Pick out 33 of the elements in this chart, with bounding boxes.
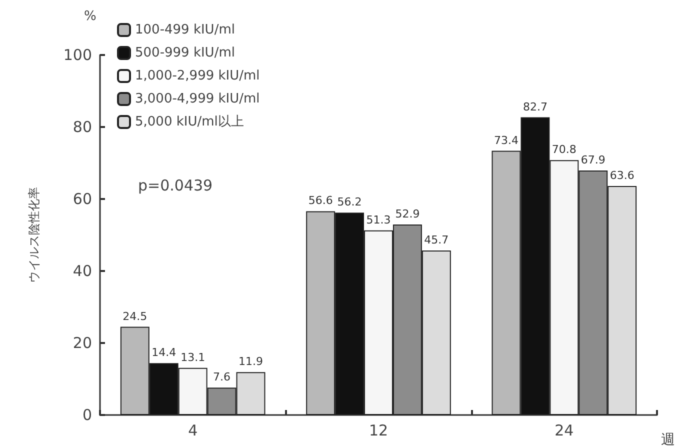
- text: %: [84, 9, 96, 24]
- data-label: 13.1: [180, 350, 206, 364]
- data-label: 70.8: [552, 143, 576, 156]
- x-tick-label: 12: [368, 422, 388, 440]
- data-label: 56.2: [337, 196, 362, 209]
- legend-label: 100-499 kIU/ml: [135, 22, 235, 38]
- data-label: 11.9: [238, 355, 264, 368]
- y-tick-label: 100: [63, 46, 92, 64]
- data-label: 45.7: [424, 233, 449, 246]
- x-tick-label: 4: [188, 422, 198, 440]
- annotation: p=0.0439: [138, 176, 213, 194]
- legend-label: 1,000-2,999 kIU/ml: [135, 68, 260, 84]
- legend-label: 500-999 kIU/ml: [135, 46, 235, 60]
- y-tick-label: 40: [72, 262, 92, 280]
- legend-label: 5,000 kIU/ml以上: [135, 114, 244, 130]
- data-label: 7.6: [213, 370, 231, 384]
- y-tick-label: 20: [72, 334, 92, 352]
- data-label: 63.6: [610, 169, 634, 182]
- data-label: 73.4: [494, 134, 518, 147]
- y-axis-title: ウイルス陰性化率: [27, 187, 41, 283]
- y-tick-label: 0: [82, 406, 92, 424]
- y-tick-label: 80: [72, 118, 92, 136]
- x-tick-label: 24: [554, 422, 574, 440]
- data-label: 14.4: [152, 346, 176, 360]
- data-label: 67.9: [580, 154, 606, 167]
- data-label: 52.9: [395, 208, 420, 221]
- data-label: 82.7: [522, 100, 548, 114]
- data-label: 24.5: [122, 310, 148, 323]
- x-axis-title: 週: [661, 432, 675, 447]
- data-label: 56.6: [308, 194, 333, 208]
- legend-label: 3,000-4,999 kIU/ml: [135, 92, 260, 106]
- data-label: 51.3: [366, 213, 391, 226]
- y-tick-label: 60: [72, 190, 92, 208]
